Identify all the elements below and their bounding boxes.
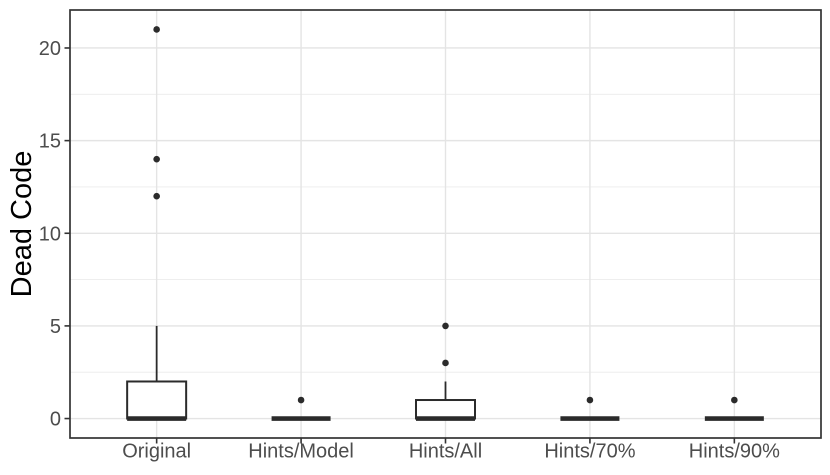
y-tick-label-5: 5 bbox=[50, 316, 61, 338]
x-tick-label-hints-70: Hints/70% bbox=[544, 441, 635, 463]
boxplot-original bbox=[126, 26, 188, 421]
y-tick-label-10: 10 bbox=[39, 223, 61, 245]
outlier-point bbox=[586, 396, 594, 404]
boxplot-hints-model bbox=[271, 396, 331, 421]
x-tick-label-hints-model: Hints/Model bbox=[248, 441, 354, 463]
outlier-point bbox=[153, 155, 160, 163]
axes: 0 5 10 15 20 Original Hints/Model Hints/All Hint… bbox=[39, 38, 780, 463]
x-tick-label-hints-all: Hints/All bbox=[409, 441, 482, 463]
y-tick-label-0: 0 bbox=[50, 409, 61, 431]
boxplot-hints-90 bbox=[704, 396, 764, 421]
x-tick-label-original: Original bbox=[122, 441, 191, 463]
outlier-point bbox=[153, 26, 160, 33]
y-axis-title: Dead Code bbox=[6, 151, 38, 298]
outlier-point bbox=[153, 192, 160, 200]
boxplot-hints-70 bbox=[560, 396, 620, 421]
boxplot-hints-all bbox=[415, 322, 476, 421]
box bbox=[415, 399, 476, 420]
box bbox=[126, 380, 188, 420]
outlier-point bbox=[442, 359, 449, 367]
outlier-point bbox=[731, 396, 738, 404]
outlier-point bbox=[442, 322, 449, 330]
y-tick-label-15: 15 bbox=[39, 131, 61, 153]
boxplots bbox=[126, 26, 764, 421]
x-tick-label-hints-90: Hints/90% bbox=[689, 441, 780, 463]
outlier-point bbox=[297, 396, 305, 404]
y-tick-label-20: 20 bbox=[39, 38, 61, 60]
